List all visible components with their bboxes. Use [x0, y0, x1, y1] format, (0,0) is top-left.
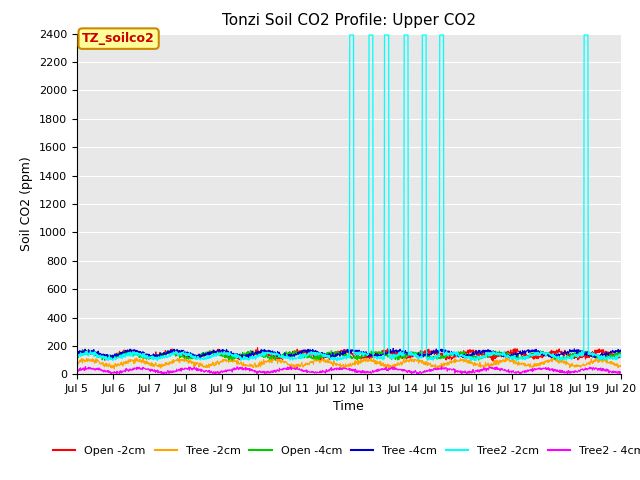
Tree -4cm — [505, 354, 513, 360]
Open -4cm — [505, 351, 513, 357]
Tree2 -2cm — [194, 354, 202, 360]
Tree2 - 4cm — [181, 365, 189, 371]
Tree2 - 4cm — [438, 363, 445, 369]
Open -2cm — [255, 351, 263, 357]
Open -2cm — [253, 345, 261, 350]
Open -4cm — [617, 350, 625, 356]
Tree -2cm — [194, 360, 202, 366]
Tree2 -2cm — [333, 358, 340, 364]
Tree -2cm — [617, 363, 625, 369]
Tree2 -2cm — [346, 32, 353, 38]
Legend: Open -2cm, Tree -2cm, Open -4cm, Tree -4cm, Tree2 -2cm, Tree2 - 4cm: Open -2cm, Tree -2cm, Open -4cm, Tree -4… — [49, 441, 640, 460]
Open -4cm — [73, 355, 81, 360]
Tree2 -2cm — [73, 353, 81, 359]
Tree2 -2cm — [180, 352, 188, 358]
Open -2cm — [434, 351, 442, 357]
Line: Open -4cm: Open -4cm — [77, 349, 621, 360]
Tree -4cm — [193, 356, 201, 361]
Tree -4cm — [617, 347, 625, 353]
Line: Tree -4cm: Tree -4cm — [77, 348, 621, 359]
Open -2cm — [553, 348, 561, 353]
Open -2cm — [617, 354, 625, 360]
Line: Tree2 -2cm: Tree2 -2cm — [77, 35, 621, 361]
Title: Tonzi Soil CO2 Profile: Upper CO2: Tonzi Soil CO2 Profile: Upper CO2 — [222, 13, 476, 28]
Tree -4cm — [434, 348, 442, 353]
Tree2 -2cm — [553, 356, 561, 361]
Open -2cm — [180, 355, 188, 360]
Open -4cm — [255, 353, 263, 359]
Open -4cm — [434, 355, 442, 361]
Tree2 -2cm — [255, 354, 262, 360]
Open -4cm — [228, 357, 236, 363]
Y-axis label: Soil CO2 (ppm): Soil CO2 (ppm) — [20, 156, 33, 252]
Open -4cm — [181, 355, 189, 360]
Line: Tree -2cm: Tree -2cm — [77, 357, 621, 369]
Tree -2cm — [505, 356, 513, 362]
Tree -2cm — [434, 365, 442, 371]
Line: Open -2cm: Open -2cm — [77, 348, 621, 361]
Open -4cm — [553, 354, 561, 360]
Open -2cm — [194, 354, 202, 360]
Tree2 - 4cm — [255, 369, 263, 375]
Tree -4cm — [255, 350, 263, 356]
Tree -2cm — [294, 366, 301, 372]
Tree -4cm — [195, 353, 202, 359]
Tree -4cm — [553, 353, 561, 359]
Line: Tree2 - 4cm: Tree2 - 4cm — [77, 366, 621, 374]
Text: TZ_soilco2: TZ_soilco2 — [83, 32, 155, 45]
Tree -2cm — [73, 360, 81, 365]
Tree2 - 4cm — [195, 368, 202, 373]
X-axis label: Time: Time — [333, 400, 364, 413]
Tree -2cm — [180, 356, 188, 362]
Tree2 - 4cm — [553, 368, 561, 374]
Open -4cm — [79, 347, 86, 352]
Tree2 -2cm — [434, 353, 442, 359]
Open -4cm — [195, 353, 202, 359]
Open -2cm — [489, 358, 497, 364]
Tree2 - 4cm — [505, 370, 513, 375]
Tree2 - 4cm — [113, 372, 120, 377]
Tree2 - 4cm — [73, 368, 81, 373]
Tree2 - 4cm — [434, 365, 442, 371]
Tree -2cm — [553, 359, 561, 364]
Tree -4cm — [180, 350, 188, 356]
Tree -4cm — [389, 346, 397, 351]
Open -2cm — [505, 349, 513, 355]
Tree2 - 4cm — [617, 370, 625, 376]
Tree -4cm — [73, 350, 81, 356]
Tree2 -2cm — [617, 355, 625, 360]
Tree -2cm — [255, 361, 262, 367]
Tree -2cm — [268, 354, 276, 360]
Tree2 -2cm — [505, 354, 513, 360]
Open -2cm — [73, 351, 81, 357]
